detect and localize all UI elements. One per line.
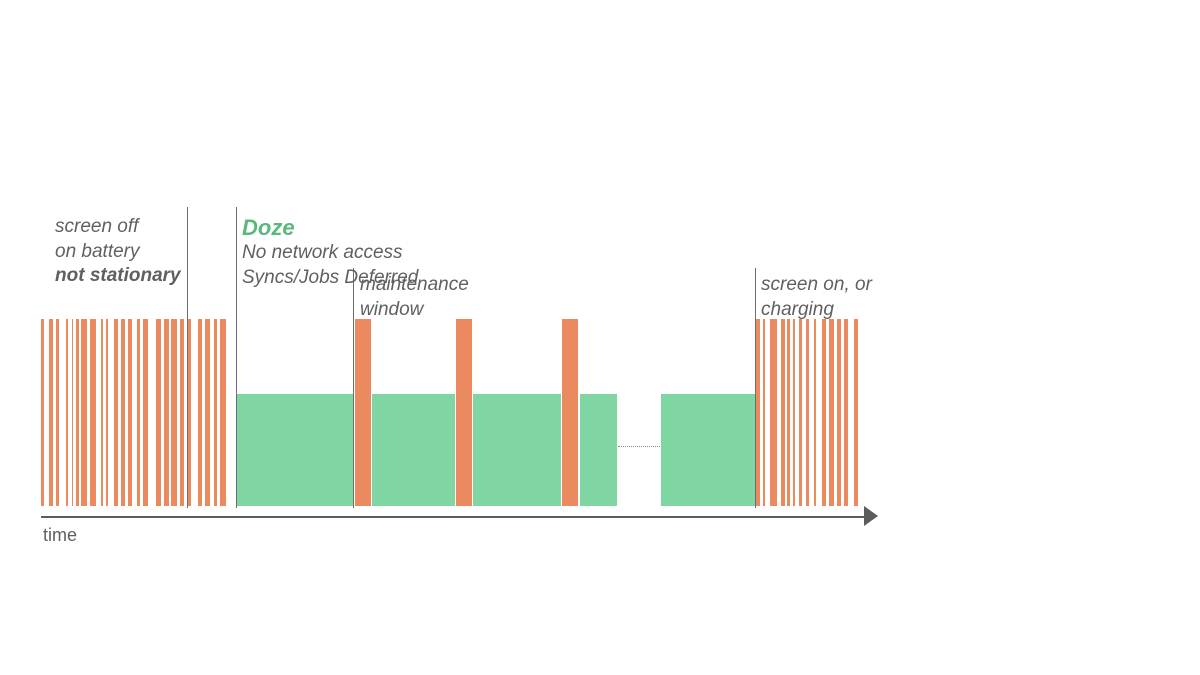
time-axis-label: time bbox=[43, 524, 77, 547]
divider-3 bbox=[755, 268, 756, 508]
divider-2 bbox=[353, 268, 354, 508]
maintenance-spike-2 bbox=[562, 319, 578, 506]
time-axis-arrowhead bbox=[864, 506, 878, 526]
label-maintenance-window: maintenancewindow bbox=[360, 273, 469, 322]
divider-0 bbox=[187, 207, 188, 508]
doze-segment-0 bbox=[237, 394, 354, 506]
doze-segment-2 bbox=[473, 394, 561, 506]
activity-barcode-after bbox=[756, 319, 866, 506]
divider-1 bbox=[236, 207, 237, 508]
doze-segment-1 bbox=[372, 394, 455, 506]
doze-segment-4 bbox=[661, 394, 755, 506]
doze-timeline-diagram: time screen offon batterynot stationary Do… bbox=[0, 0, 1200, 675]
time-axis-line bbox=[41, 516, 864, 518]
doze-gap-dotted-line bbox=[618, 446, 660, 447]
maintenance-spike-0 bbox=[355, 319, 371, 506]
doze-segment-3 bbox=[580, 394, 617, 506]
label-doze-title: Doze bbox=[242, 214, 295, 243]
activity-barcode-before bbox=[41, 319, 236, 506]
label-screen-off: screen offon batterynot stationary bbox=[55, 215, 181, 289]
label-screen-on: screen on, orcharging bbox=[761, 273, 872, 322]
maintenance-spike-1 bbox=[456, 319, 472, 506]
